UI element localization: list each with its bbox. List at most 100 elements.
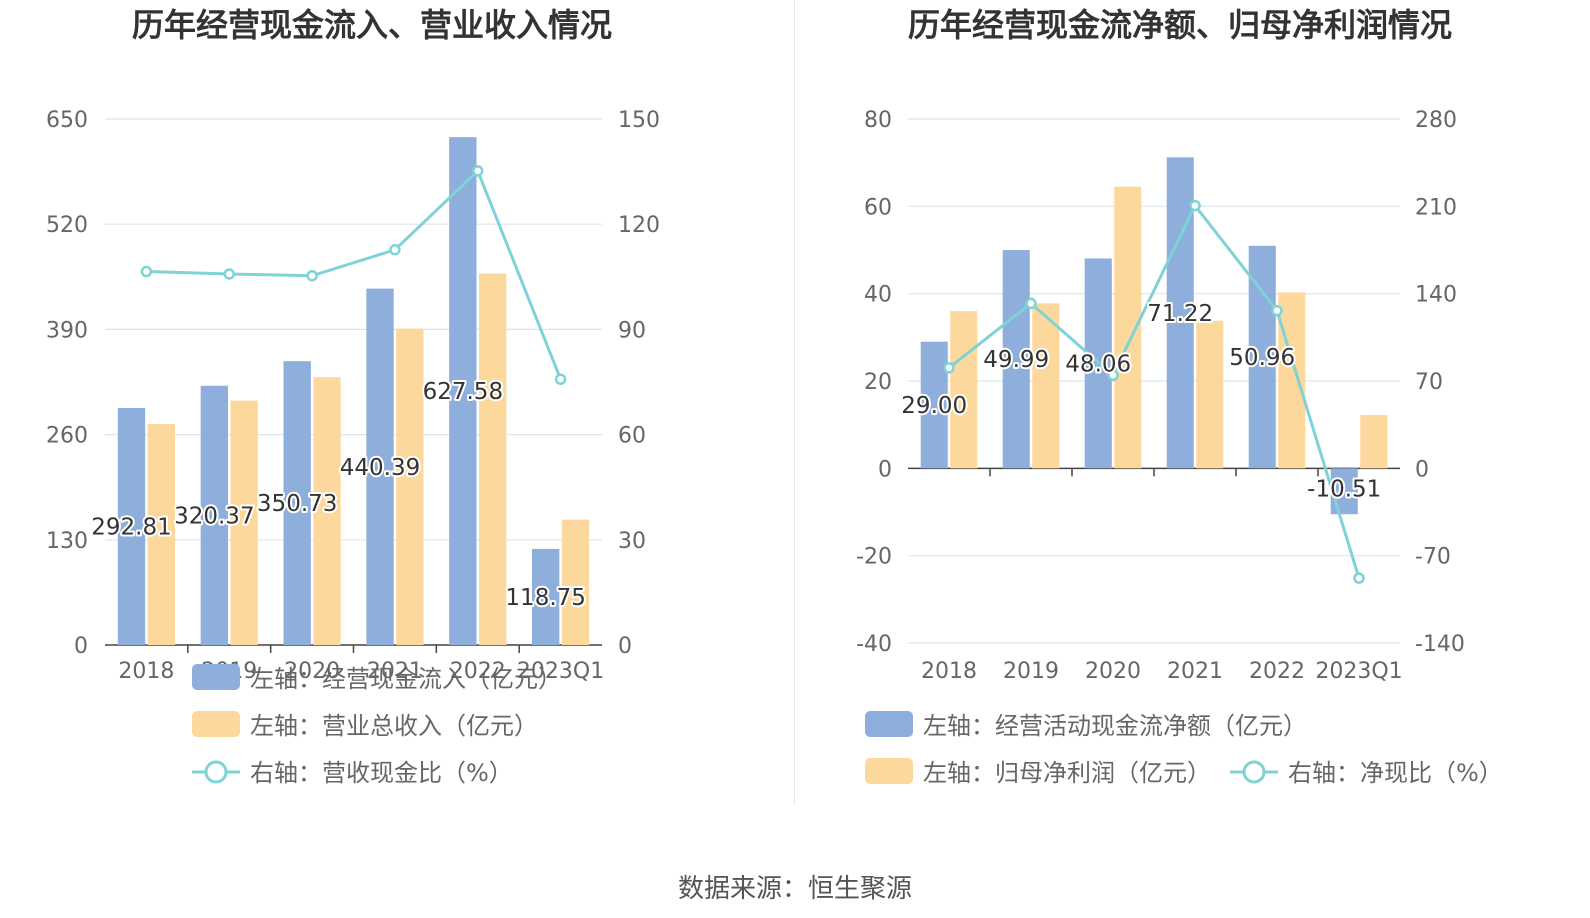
y-left-tick-label: 130: [46, 529, 88, 554]
chart-title: 历年经营现金流入、营业收入情况: [132, 6, 612, 44]
bar-secondary: [1278, 292, 1306, 469]
legend-item: 左轴：经营活动现金流净额（亿元）: [865, 711, 1307, 740]
bar-secondary: [230, 400, 258, 645]
y-right-tick-label: -70: [1415, 545, 1451, 570]
line-point: [1025, 297, 1037, 310]
legend-swatch-primary: [865, 711, 913, 737]
data-label: 118.75: [505, 585, 585, 611]
line-point: [943, 362, 955, 374]
y-right-tick-label: 0: [1415, 457, 1429, 482]
y-left-tick-label: 80: [864, 108, 892, 133]
legend-label: 左轴：归母净利润（亿元）: [923, 759, 1211, 787]
bar-secondary: [147, 424, 175, 645]
data-label: -10.51: [1307, 476, 1381, 502]
y-right-tick-label: 140: [1415, 283, 1457, 308]
data-label: 292.81: [91, 515, 171, 541]
data-label: 320.37: [174, 503, 254, 529]
bar-secondary: [1196, 320, 1224, 469]
data-label: 350.73: [257, 491, 337, 517]
legend-label: 左轴：经营活动现金流净额（亿元）: [923, 712, 1307, 740]
x-tick-label: 2022: [1249, 659, 1305, 684]
bar-secondary: [950, 311, 978, 469]
y-right-tick-label: 120: [618, 213, 660, 238]
bar-secondary: [478, 273, 507, 645]
legend-item: 左轴：归母净利润（亿元）: [865, 758, 1211, 787]
legend-circle-marker: [1242, 760, 1266, 784]
bar-secondary: [1360, 415, 1388, 469]
legend-label: 左轴：营业总收入（亿元）: [250, 712, 538, 740]
bar-secondary: [396, 328, 424, 645]
bar-primary: [920, 341, 948, 469]
y-left-tick-label: 60: [864, 195, 892, 220]
y-left-tick-label: 40: [864, 283, 892, 308]
legend-item: 右轴：净现比（%）: [1230, 759, 1503, 787]
bar-secondary: [313, 377, 341, 645]
bar-primary: [366, 288, 394, 645]
legend-circle-marker: [204, 760, 228, 784]
x-tick-label: 2021: [367, 659, 423, 684]
bar-primary: [117, 408, 146, 645]
data-label: 49.99: [983, 347, 1049, 373]
line-point: [306, 269, 318, 282]
y-right-tick-label: 280: [1415, 108, 1457, 133]
legend-swatch-secondary: [192, 711, 240, 737]
x-tick-label: 2020: [1085, 659, 1141, 684]
line-point: [1271, 304, 1283, 317]
x-tick-label: 2019: [1003, 659, 1059, 684]
legend-label: 左轴：经营现金流入（亿元）: [250, 665, 562, 693]
x-tick-label: 2022: [450, 659, 506, 684]
y-right-tick-label: -140: [1415, 632, 1465, 657]
bar-primary: [200, 385, 229, 645]
legend-swatch-secondary: [865, 758, 913, 784]
y-right-tick-label: 70: [1415, 370, 1443, 395]
panel-divider: [794, 0, 795, 805]
y-left-tick-label: 20: [864, 370, 892, 395]
y-right-tick-label: 0: [618, 634, 632, 659]
bar-primary: [1248, 245, 1276, 469]
line-series: [948, 202, 1361, 579]
line-point: [1189, 199, 1201, 212]
line-point: [389, 244, 401, 256]
line-series: [146, 168, 562, 380]
y-right-tick-label: 30: [618, 529, 646, 554]
bar-secondary: [561, 519, 590, 645]
bar-primary: [532, 548, 560, 645]
legend-swatch-primary: [192, 664, 240, 690]
line-point: [223, 268, 235, 280]
legend-item: 左轴：经营现金流入（亿元）: [192, 664, 562, 693]
y-left-tick-label: -40: [856, 632, 892, 657]
data-label: 440.39: [340, 455, 420, 481]
line-point: [554, 373, 567, 385]
bar-primary: [1330, 468, 1358, 515]
y-left-tick-label: -20: [856, 545, 892, 570]
chart-panel-2: 历年经营现金流净额、归母净利润情况 -40 -20 0 20 40 60 80 -140 -70 0…: [856, 6, 1503, 787]
chart-title: 历年经营现金流净额、归母净利润情况: [908, 6, 1452, 44]
bar-primary: [283, 361, 311, 645]
x-tick-label: 2023Q1: [517, 659, 604, 684]
y-right-tick-label: 150: [618, 108, 660, 133]
y-left-tick-label: 390: [46, 318, 88, 343]
bar-secondary: [1032, 303, 1060, 469]
x-tick-label: 2018: [118, 659, 174, 684]
chart-panel-1: 历年经营现金流入、营业收入情况 0 130 260 390 520 650 0 30 60 90 12…: [46, 6, 660, 787]
y-left-tick-label: 0: [74, 634, 88, 659]
bar-primary: [449, 137, 477, 646]
y-left-tick-label: 650: [46, 108, 88, 133]
legend-item: 右轴：营收现金比（%）: [192, 759, 513, 787]
legend-label: 右轴：营收现金比（%）: [250, 759, 513, 787]
legend-label: 右轴：净现比（%）: [1288, 759, 1503, 787]
bar-primary: [1166, 157, 1194, 469]
line-point: [140, 265, 153, 278]
data-label: 48.06: [1065, 351, 1131, 377]
x-tick-label: 2018: [921, 659, 977, 684]
data-label: 627.58: [423, 379, 503, 405]
legend-item: 左轴：营业总收入（亿元）: [192, 711, 538, 740]
line-point: [1107, 369, 1119, 382]
data-label: 71.22: [1147, 301, 1213, 327]
y-right-tick-label: 90: [618, 318, 646, 343]
data-label: 50.96: [1229, 345, 1295, 371]
line-point: [1353, 572, 1365, 584]
source-note: 数据来源：恒生聚源: [677, 874, 912, 904]
y-right-tick-label: 210: [1415, 195, 1457, 220]
